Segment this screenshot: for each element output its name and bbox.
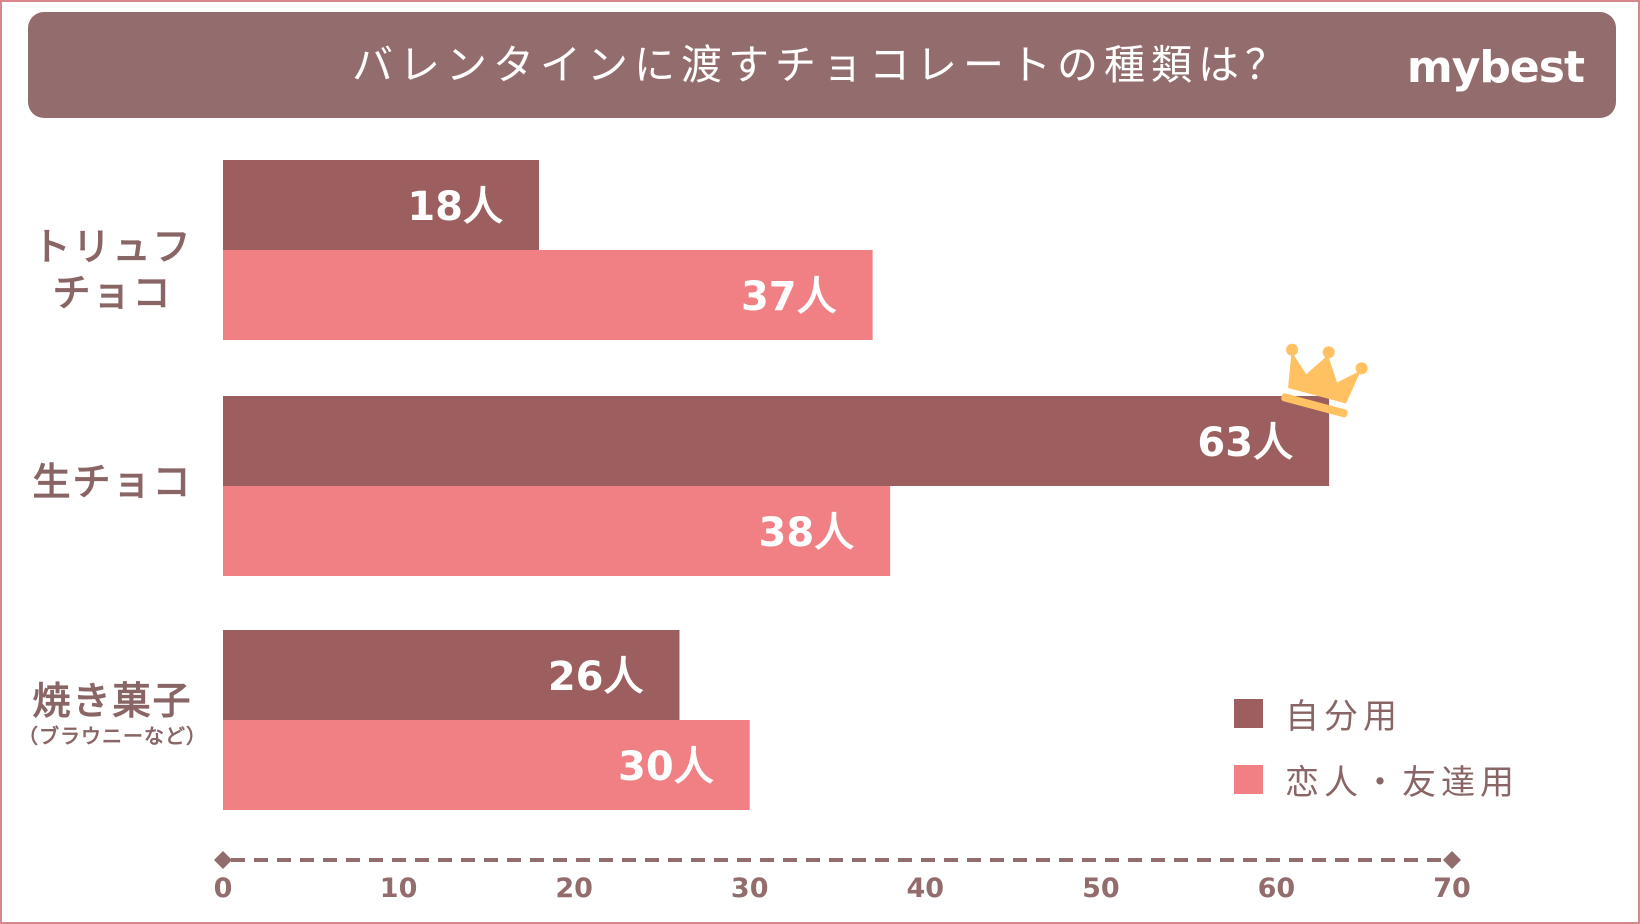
chart-title: バレンタインに渡すチョコレートの種類は？ xyxy=(352,41,1292,89)
bar xyxy=(223,486,891,576)
x-tick-label: 70 xyxy=(1433,873,1471,904)
axis-end-diamond xyxy=(1443,851,1461,869)
bar xyxy=(223,630,680,720)
axis-start-diamond xyxy=(214,851,232,869)
category-label-line: トリュフ xyxy=(32,225,193,269)
bar xyxy=(223,160,540,250)
category-label-nama-choco: 生チョコ xyxy=(10,459,215,505)
legend-swatch-friends xyxy=(1234,764,1263,794)
x-tick-label: 10 xyxy=(380,873,418,904)
legend-label-friends: 恋人・友達用 xyxy=(1285,762,1519,803)
legend-item-friends: 恋人・友達用 xyxy=(1234,746,1519,812)
x-tick-label: 0 xyxy=(214,873,233,904)
bar-value-label: 63人 xyxy=(1197,420,1293,466)
x-tick-label: 20 xyxy=(555,873,593,904)
bar-value-label: 38人 xyxy=(758,510,854,556)
bar-value-label: 26人 xyxy=(548,654,644,700)
x-tick-label: 40 xyxy=(906,873,944,904)
crown-jewel xyxy=(1355,362,1368,375)
bar xyxy=(223,396,1330,486)
crown-jewel xyxy=(1322,346,1335,359)
bar-value-label: 37人 xyxy=(741,274,837,320)
x-tick-label: 60 xyxy=(1258,873,1296,904)
category-label-line: チョコ xyxy=(52,271,173,315)
crown-body xyxy=(1288,351,1362,404)
bar-value-label: 18人 xyxy=(407,184,503,230)
x-tick-label: 50 xyxy=(1082,873,1120,904)
legend: 自分用 恋人・友達用 xyxy=(1234,680,1519,812)
crown-icon xyxy=(1281,343,1368,418)
bar xyxy=(223,720,750,810)
bar xyxy=(223,250,873,340)
header-bar: バレンタインに渡すチョコレートの種類は？ mybest xyxy=(28,12,1616,118)
legend-swatch-self xyxy=(1234,698,1263,728)
legend-item-self: 自分用 xyxy=(1234,680,1519,746)
category-label-line: 生チョコ xyxy=(32,460,193,504)
bar-value-label: 30人 xyxy=(618,744,714,790)
category-label-truffle: トリュフ チョコ xyxy=(10,224,215,316)
category-sublabel: （ブラウニーなど） xyxy=(18,724,207,748)
category-label-line: 焼き菓子 xyxy=(32,679,193,723)
category-label-baked-goods: 焼き菓子 （ブラウニーなど） xyxy=(10,678,215,748)
legend-label-self: 自分用 xyxy=(1285,696,1402,737)
x-tick-label: 30 xyxy=(731,873,769,904)
brand-logo: mybest xyxy=(1406,42,1585,93)
crown-band xyxy=(1281,393,1348,418)
crown-jewel xyxy=(1286,343,1299,356)
